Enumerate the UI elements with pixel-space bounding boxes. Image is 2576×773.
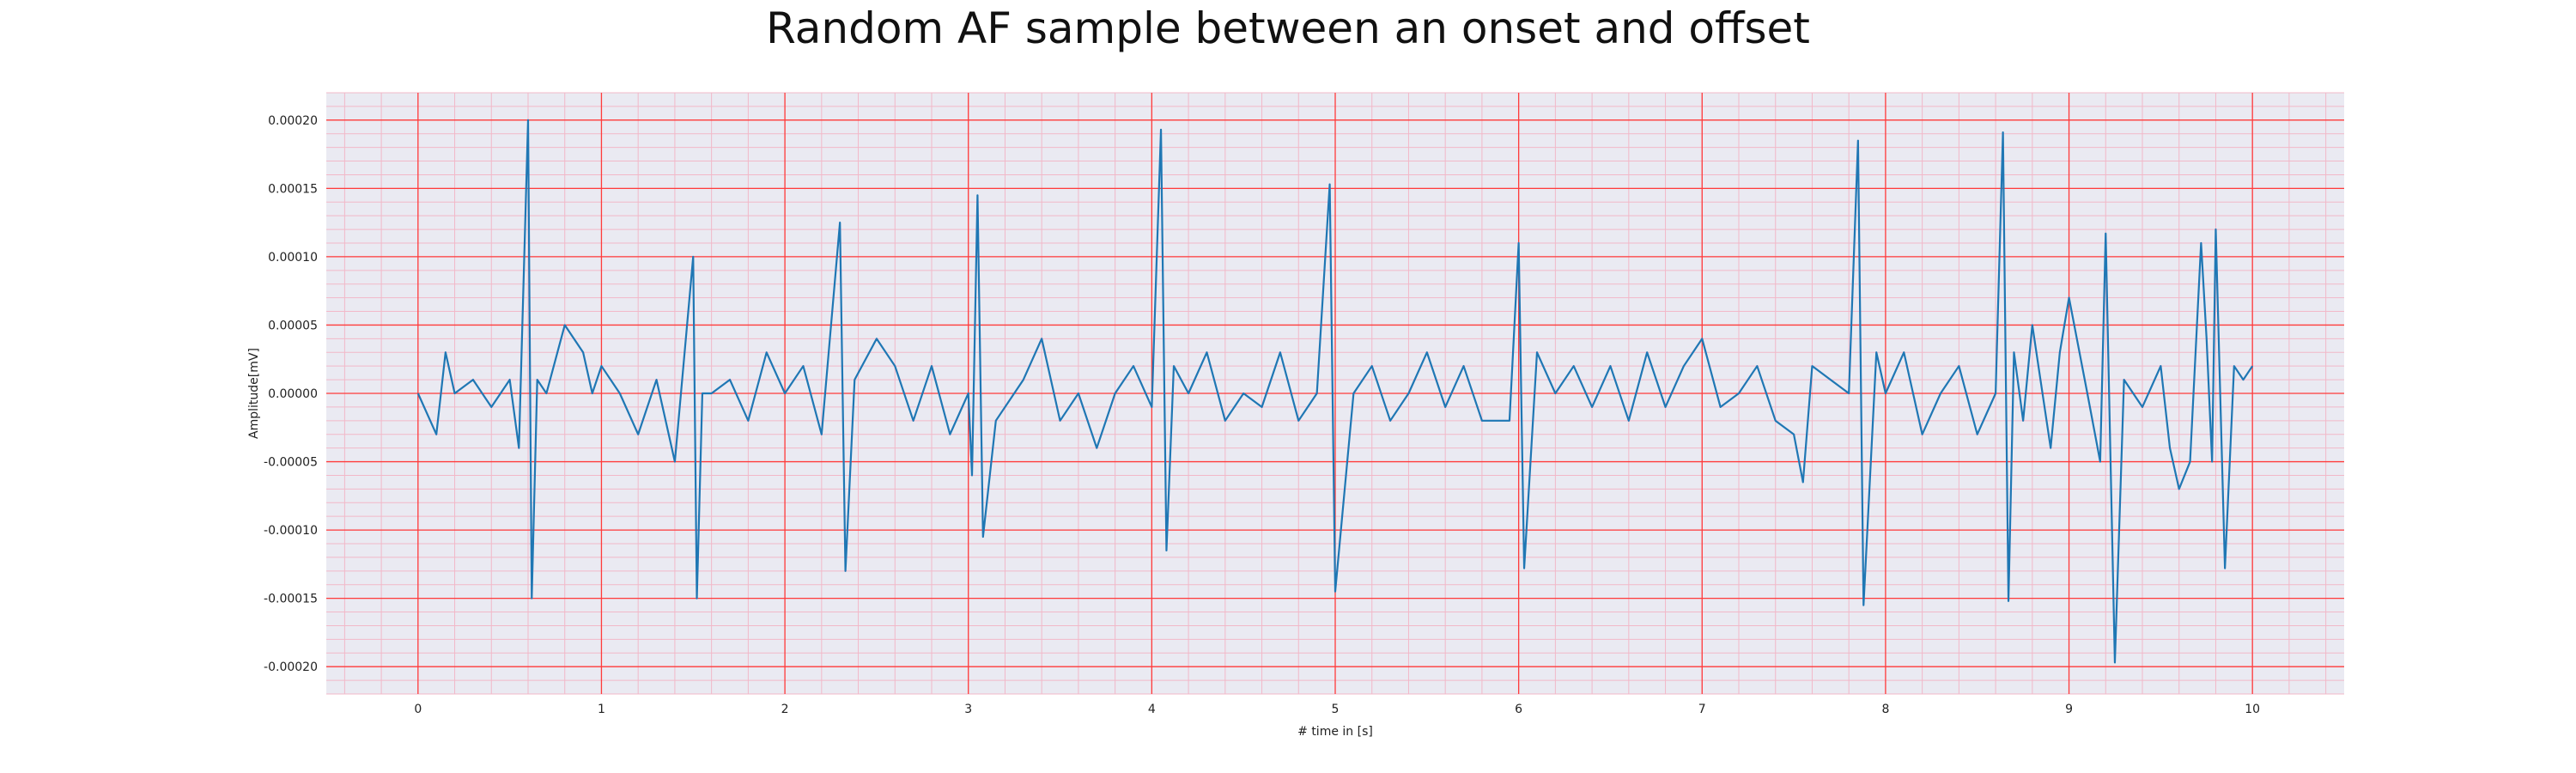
x-tick-label: 4 xyxy=(1148,703,1156,716)
x-tick-label: 2 xyxy=(781,703,789,716)
y-tick-label: 0.00010 xyxy=(268,251,318,265)
y-tick-label: 0.00020 xyxy=(268,114,318,128)
x-tick-label: 9 xyxy=(2065,703,2073,716)
x-tick-label: 1 xyxy=(598,703,605,716)
y-tick-label: 0.00005 xyxy=(268,319,318,332)
y-tick-label: -0.00005 xyxy=(264,456,318,470)
y-tick-label: 0.00000 xyxy=(268,387,318,401)
y-tick-labels: -0.00020 -0.00015 -0.00010 -0.00005 0.00000 0… xyxy=(264,114,318,674)
x-tick-label: 0 xyxy=(414,703,422,716)
x-tick-label: 8 xyxy=(1881,703,1889,716)
series-line xyxy=(416,119,2254,664)
y-tick-label: 0.00015 xyxy=(268,182,318,196)
x-tick-label: 10 xyxy=(2245,703,2260,716)
y-axis-label: Amplitude[mV] xyxy=(247,348,261,439)
x-axis-label: # time in [s] xyxy=(1297,725,1373,739)
x-tick-label: 7 xyxy=(1698,703,1706,716)
x-tick-label: 3 xyxy=(964,703,972,716)
x-tick-label: 5 xyxy=(1332,703,1340,716)
y-tick-label: -0.00010 xyxy=(264,524,318,538)
x-tick-label: 6 xyxy=(1515,703,1522,716)
chart-title: Random AF sample between an onset and of… xyxy=(766,3,1810,53)
series-layer xyxy=(416,119,2254,664)
y-tick-label: -0.00015 xyxy=(264,593,318,606)
x-tick-labels: 0 1 2 3 4 5 6 7 8 9 10 xyxy=(414,703,2260,716)
y-tick-label: -0.00020 xyxy=(264,660,318,674)
